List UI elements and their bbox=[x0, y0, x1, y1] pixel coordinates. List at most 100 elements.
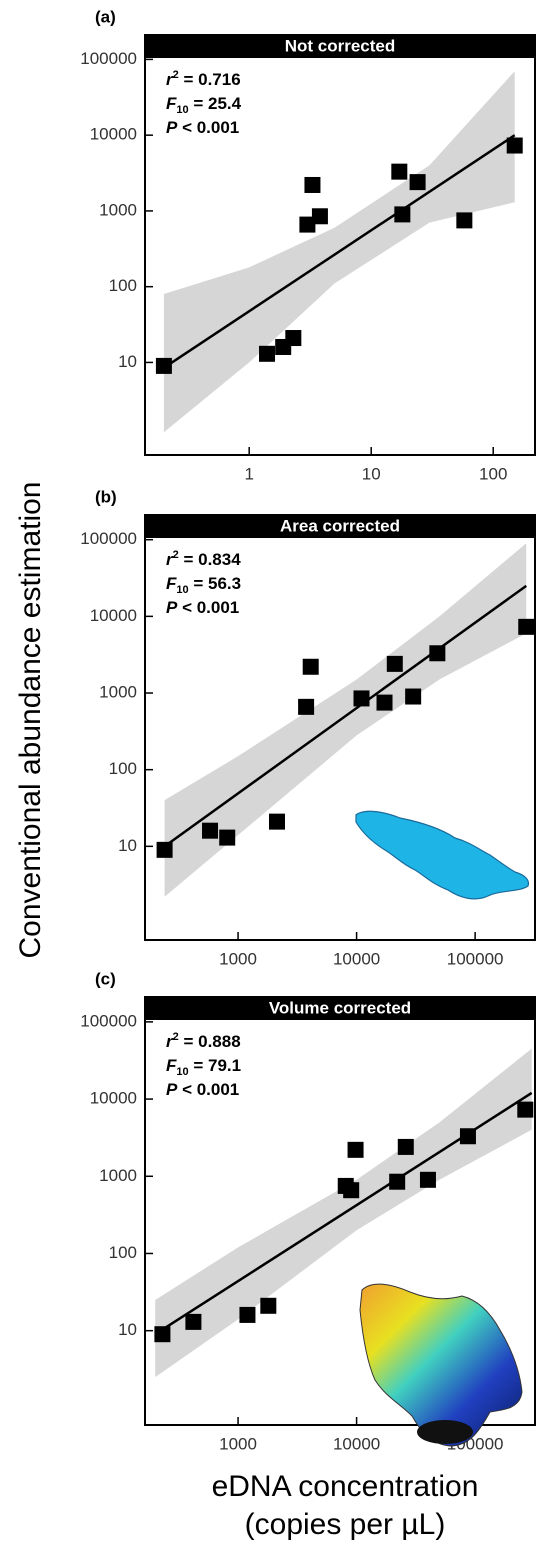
y-tick-label: 1000 bbox=[99, 200, 137, 219]
data-point bbox=[285, 330, 302, 347]
data-point bbox=[259, 345, 276, 362]
data-point bbox=[429, 645, 446, 662]
panel-title: Area corrected bbox=[280, 516, 400, 535]
statistic: r2 = 0.716 bbox=[166, 69, 241, 90]
data-point bbox=[376, 694, 393, 711]
stat-value: = 0.716 bbox=[179, 70, 241, 89]
panel-title: Volume corrected bbox=[269, 998, 411, 1017]
data-point bbox=[397, 1138, 414, 1155]
statistic: F10 = 79.1 bbox=[166, 1056, 241, 1077]
data-point bbox=[155, 357, 172, 374]
x-tick-label: 1000 bbox=[219, 1434, 257, 1453]
panel-label: (b) bbox=[95, 487, 117, 506]
data-point bbox=[260, 1297, 277, 1314]
y-tick-label: 10000 bbox=[90, 606, 137, 625]
stat-symbol: r bbox=[166, 1032, 174, 1051]
data-point bbox=[456, 212, 473, 229]
lake-volume-shadow bbox=[417, 1420, 473, 1444]
data-point bbox=[353, 690, 370, 707]
data-point bbox=[347, 1141, 364, 1158]
x-tick-label: 10000 bbox=[333, 949, 380, 968]
data-point bbox=[517, 1101, 534, 1118]
data-point bbox=[156, 841, 173, 858]
y-axis-title: Conventional abundance estimation bbox=[14, 482, 47, 959]
panel-label: (a) bbox=[95, 7, 116, 26]
title-bar bbox=[145, 515, 535, 538]
data-point bbox=[304, 176, 321, 193]
stat-value: < 0.001 bbox=[177, 118, 239, 137]
y-tick-label: 100000 bbox=[80, 1011, 137, 1030]
confidence-band bbox=[164, 543, 527, 897]
data-point bbox=[389, 1173, 406, 1190]
statistic: P < 0.001 bbox=[166, 118, 239, 137]
statistic: P < 0.001 bbox=[166, 1080, 239, 1099]
decorations bbox=[355, 810, 530, 1447]
data-point bbox=[386, 655, 403, 672]
statistic: F10 = 25.4 bbox=[166, 94, 242, 115]
regression-line bbox=[163, 584, 527, 848]
stat-symbol: P bbox=[166, 598, 178, 617]
stat-value: < 0.001 bbox=[177, 1080, 239, 1099]
y-tick-label: 10000 bbox=[90, 1089, 137, 1108]
data-point bbox=[202, 822, 219, 839]
data-point bbox=[459, 1128, 476, 1145]
data-point bbox=[185, 1313, 202, 1330]
x-tick-label: 1 bbox=[244, 464, 253, 483]
lake-area-icon bbox=[355, 810, 530, 900]
stat-symbol: P bbox=[166, 118, 178, 137]
x-tick-label: 100 bbox=[479, 464, 507, 483]
lake-volume-icon bbox=[359, 1283, 523, 1447]
data-point bbox=[302, 658, 319, 675]
stat-symbol: F bbox=[166, 94, 177, 113]
stat-symbol: r bbox=[166, 70, 174, 89]
data-point bbox=[394, 206, 411, 223]
x-axis-title: (copies per µL) bbox=[245, 1508, 446, 1541]
data-point bbox=[154, 1326, 171, 1343]
panel-label: (c) bbox=[95, 969, 116, 988]
data-point bbox=[405, 688, 422, 705]
stat-value: = 25.4 bbox=[189, 94, 242, 113]
statistic: r2 = 0.888 bbox=[166, 1031, 241, 1052]
stat-value: = 0.888 bbox=[179, 1032, 241, 1051]
y-tick-label: 10 bbox=[118, 352, 137, 371]
statistic: r2 = 0.834 bbox=[166, 549, 241, 570]
stat-symbol: P bbox=[166, 1080, 178, 1099]
data-point bbox=[391, 163, 408, 180]
stat-symbol: r bbox=[166, 550, 174, 569]
data-point bbox=[311, 208, 328, 225]
stat-value: = 0.834 bbox=[179, 550, 241, 569]
panel-title: Not corrected bbox=[285, 36, 396, 55]
data-point bbox=[219, 829, 236, 846]
statistic: P < 0.001 bbox=[166, 598, 239, 617]
title-bar bbox=[145, 35, 535, 58]
data-point bbox=[343, 1182, 360, 1199]
y-tick-label: 1000 bbox=[99, 1166, 137, 1185]
data-point bbox=[419, 1171, 436, 1188]
statistic: F10 = 56.3 bbox=[166, 574, 241, 595]
stat-symbol: F bbox=[166, 1056, 177, 1075]
y-tick-label: 10 bbox=[118, 1320, 137, 1339]
x-tick-label: 1000 bbox=[219, 949, 257, 968]
stat-subscript: 10 bbox=[176, 1066, 188, 1078]
x-axis-title: eDNA concentration bbox=[212, 1470, 479, 1503]
y-tick-label: 100000 bbox=[80, 529, 137, 548]
data-point bbox=[239, 1306, 256, 1323]
stat-subscript: 10 bbox=[176, 104, 188, 116]
y-tick-label: 10 bbox=[118, 836, 137, 855]
data-point bbox=[409, 174, 426, 191]
stat-superscript: 2 bbox=[173, 549, 179, 561]
x-tick-label: 100000 bbox=[447, 949, 504, 968]
y-tick-label: 1000 bbox=[99, 683, 137, 702]
stat-superscript: 2 bbox=[173, 1031, 179, 1043]
stat-superscript: 2 bbox=[173, 69, 179, 81]
y-tick-label: 100000 bbox=[80, 49, 137, 68]
x-tick-label: 10000 bbox=[333, 1434, 380, 1453]
stat-subscript: 10 bbox=[176, 584, 188, 596]
y-tick-label: 10000 bbox=[90, 125, 137, 144]
data-point bbox=[518, 618, 535, 635]
stat-symbol: F bbox=[166, 574, 177, 593]
title-bar bbox=[145, 997, 535, 1020]
data-point bbox=[268, 813, 285, 830]
data-point bbox=[298, 698, 315, 715]
